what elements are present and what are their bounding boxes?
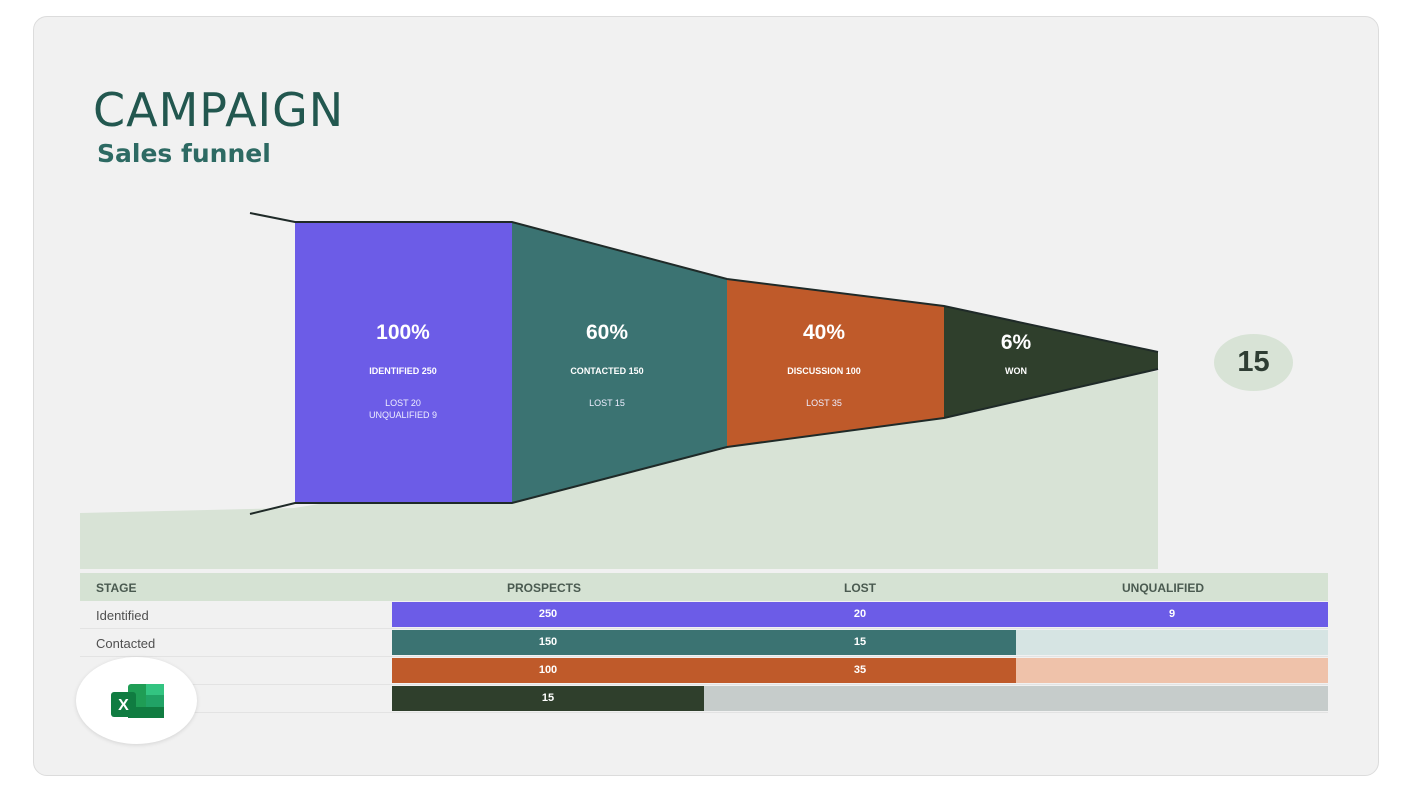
row-prospects: 250 xyxy=(538,608,558,620)
stage-detail-1: UNQUALIFIED 9 xyxy=(369,410,437,420)
row-stage: Contacted xyxy=(96,636,156,651)
table-row: Contacted 150 15 xyxy=(80,629,1328,657)
table-row: Identified 250 20 9 xyxy=(80,601,1328,629)
row-bar: 15 xyxy=(392,686,704,711)
page-subtitle: Sales funnel xyxy=(97,139,271,168)
funnel-bottom-edge xyxy=(249,368,1159,515)
table-row: 100 35 xyxy=(80,657,1328,685)
row-prospects: 100 xyxy=(538,664,558,676)
stage-label-3: DISCUSSION 100 xyxy=(787,366,861,376)
row-bar: 150 15 xyxy=(392,630,1016,655)
table-row: 15 xyxy=(80,685,1328,713)
row-unqualified: 9 xyxy=(1168,608,1176,620)
excel-icon: X xyxy=(111,684,164,718)
row-prospects: 150 xyxy=(538,636,558,648)
page-title: CAMPAIGN xyxy=(93,83,345,137)
excel-app-badge: X xyxy=(76,657,197,744)
funnel-stage-2 xyxy=(512,222,727,503)
stage-label-4: WON xyxy=(1005,366,1027,376)
table-header: STAGE PROSPECTS LOST UNQUALIFIED xyxy=(80,573,1328,601)
won-count-badge: 15 xyxy=(1214,334,1293,391)
infographic-card: CAMPAIGN Sales funnel 100% IDENTIFIED 250… xyxy=(33,16,1379,776)
row-empty-fill xyxy=(1016,658,1328,683)
header-prospects: PROSPECTS xyxy=(507,581,582,595)
funnel-top-edge xyxy=(249,212,1159,353)
row-stage: Identified xyxy=(96,608,149,623)
row-empty-fill xyxy=(1016,630,1328,655)
row-bar: 100 35 xyxy=(392,658,1016,683)
stage-detail-1: LOST 20 xyxy=(385,398,421,408)
stage-label-1: IDENTIFIED 250 xyxy=(369,366,437,376)
header-lost: LOST xyxy=(844,581,876,595)
funnel-chart: 100% IDENTIFIED 250 LOST 20 UNQUALIFIED 9 60… xyxy=(80,212,1159,569)
funnel-stage-3 xyxy=(727,279,944,447)
stage-percent-4: 6% xyxy=(1001,331,1032,354)
stage-detail-3: LOST 35 xyxy=(806,398,842,408)
stage-table: STAGE PROSPECTS LOST UNQUALIFIED Identif… xyxy=(80,573,1328,713)
row-lost: 20 xyxy=(853,608,867,620)
stage-percent-3: 40% xyxy=(803,321,845,344)
row-empty-fill xyxy=(704,686,1328,711)
funnel-stage-1 xyxy=(295,222,512,503)
svg-text:X: X xyxy=(118,697,129,714)
header-unqualified: UNQUALIFIED xyxy=(1122,581,1204,595)
header-stage: STAGE xyxy=(96,581,137,595)
funnel-stage-4 xyxy=(944,306,1158,418)
stage-label-2: CONTACTED 150 xyxy=(570,366,643,376)
stage-detail-2: LOST 15 xyxy=(589,398,625,408)
stage-percent-2: 60% xyxy=(586,321,628,344)
row-lost: 35 xyxy=(853,664,867,676)
table-body: Identified 250 20 9 Contacted 150 15 100 35 15 xyxy=(80,601,1328,713)
row-prospects: 15 xyxy=(541,692,555,704)
stage-percent-1: 100% xyxy=(376,321,430,344)
row-lost: 15 xyxy=(853,636,867,648)
row-bar: 250 20 9 xyxy=(392,602,1328,627)
